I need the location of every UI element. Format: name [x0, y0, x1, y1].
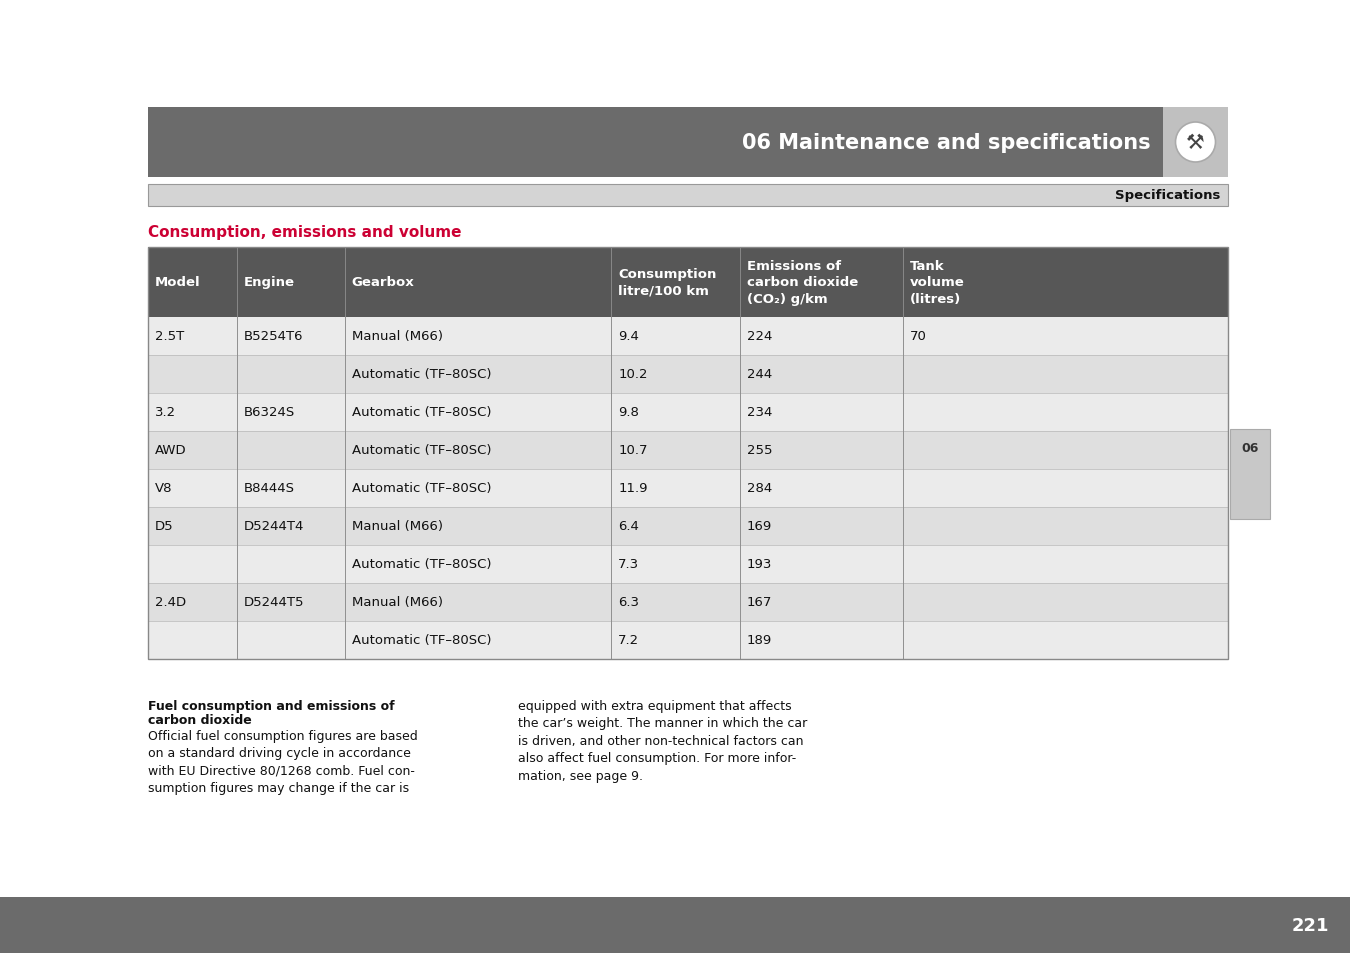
- FancyBboxPatch shape: [148, 432, 1228, 470]
- Text: Automatic (TF–80SC): Automatic (TF–80SC): [351, 444, 491, 457]
- FancyBboxPatch shape: [148, 545, 1228, 583]
- Text: Consumption
litre/100 km: Consumption litre/100 km: [618, 268, 717, 297]
- Text: 7.2: 7.2: [618, 634, 640, 647]
- Text: ⚒: ⚒: [1187, 132, 1204, 152]
- Circle shape: [1176, 123, 1215, 163]
- Text: 11.9: 11.9: [618, 482, 648, 495]
- Text: 7.3: 7.3: [618, 558, 640, 571]
- Text: 10.2: 10.2: [618, 368, 648, 381]
- Text: 2.4D: 2.4D: [155, 596, 186, 609]
- Text: 221: 221: [1291, 916, 1328, 934]
- Text: 9.4: 9.4: [618, 330, 639, 343]
- Text: 70: 70: [910, 330, 927, 343]
- Text: Specifications: Specifications: [1115, 190, 1220, 202]
- Text: 193: 193: [747, 558, 772, 571]
- Text: Official fuel consumption figures are based
on a standard driving cycle in accor: Official fuel consumption figures are ba…: [148, 729, 417, 795]
- Text: 3.2: 3.2: [155, 406, 176, 419]
- Text: 2.5T: 2.5T: [155, 330, 184, 343]
- Text: B8444S: B8444S: [243, 482, 294, 495]
- Text: 169: 169: [747, 520, 772, 533]
- FancyBboxPatch shape: [148, 583, 1228, 621]
- FancyBboxPatch shape: [1230, 430, 1270, 519]
- Text: D5244T5: D5244T5: [243, 596, 304, 609]
- Text: Manual (M66): Manual (M66): [351, 330, 443, 343]
- Text: Model: Model: [155, 276, 201, 289]
- Text: Automatic (TF–80SC): Automatic (TF–80SC): [351, 634, 491, 647]
- Text: 189: 189: [747, 634, 772, 647]
- Text: Fuel consumption and emissions of: Fuel consumption and emissions of: [148, 700, 394, 712]
- FancyBboxPatch shape: [148, 621, 1228, 659]
- Text: 6.4: 6.4: [618, 520, 639, 533]
- Text: carbon dioxide: carbon dioxide: [148, 713, 251, 726]
- Text: 255: 255: [747, 444, 772, 457]
- Text: 234: 234: [747, 406, 772, 419]
- Text: D5: D5: [155, 520, 174, 533]
- Text: B6324S: B6324S: [243, 406, 294, 419]
- Text: V8: V8: [155, 482, 173, 495]
- Text: Automatic (TF–80SC): Automatic (TF–80SC): [351, 482, 491, 495]
- Text: Automatic (TF–80SC): Automatic (TF–80SC): [351, 368, 491, 381]
- FancyBboxPatch shape: [148, 394, 1228, 432]
- Text: Manual (M66): Manual (M66): [351, 520, 443, 533]
- Text: 284: 284: [747, 482, 772, 495]
- FancyBboxPatch shape: [148, 108, 1162, 178]
- Text: 06: 06: [1241, 441, 1258, 455]
- Text: 224: 224: [747, 330, 772, 343]
- Text: Tank
volume
(litres): Tank volume (litres): [910, 260, 965, 306]
- Text: Gearbox: Gearbox: [351, 276, 414, 289]
- FancyBboxPatch shape: [148, 317, 1228, 355]
- Text: Consumption, emissions and volume: Consumption, emissions and volume: [148, 225, 462, 240]
- FancyBboxPatch shape: [1162, 108, 1228, 178]
- Text: 6.3: 6.3: [618, 596, 640, 609]
- Text: AWD: AWD: [155, 444, 186, 457]
- FancyBboxPatch shape: [148, 470, 1228, 507]
- Text: Automatic (TF–80SC): Automatic (TF–80SC): [351, 406, 491, 419]
- Text: Engine: Engine: [243, 276, 294, 289]
- FancyBboxPatch shape: [148, 355, 1228, 394]
- Text: 10.7: 10.7: [618, 444, 648, 457]
- Text: equipped with extra equipment that affects
the car’s weight. The manner in which: equipped with extra equipment that affec…: [518, 700, 807, 782]
- Text: D5244T4: D5244T4: [243, 520, 304, 533]
- FancyBboxPatch shape: [148, 507, 1228, 545]
- Text: Automatic (TF–80SC): Automatic (TF–80SC): [351, 558, 491, 571]
- Text: 06 Maintenance and specifications: 06 Maintenance and specifications: [743, 132, 1152, 152]
- Text: Emissions of
carbon dioxide
(CO₂) g/km: Emissions of carbon dioxide (CO₂) g/km: [747, 260, 859, 306]
- FancyBboxPatch shape: [148, 248, 1228, 317]
- Text: 244: 244: [747, 368, 772, 381]
- FancyBboxPatch shape: [148, 185, 1228, 207]
- Text: B5254T6: B5254T6: [243, 330, 302, 343]
- Text: 9.8: 9.8: [618, 406, 639, 419]
- Text: Manual (M66): Manual (M66): [351, 596, 443, 609]
- FancyBboxPatch shape: [0, 897, 1350, 953]
- Text: 167: 167: [747, 596, 772, 609]
